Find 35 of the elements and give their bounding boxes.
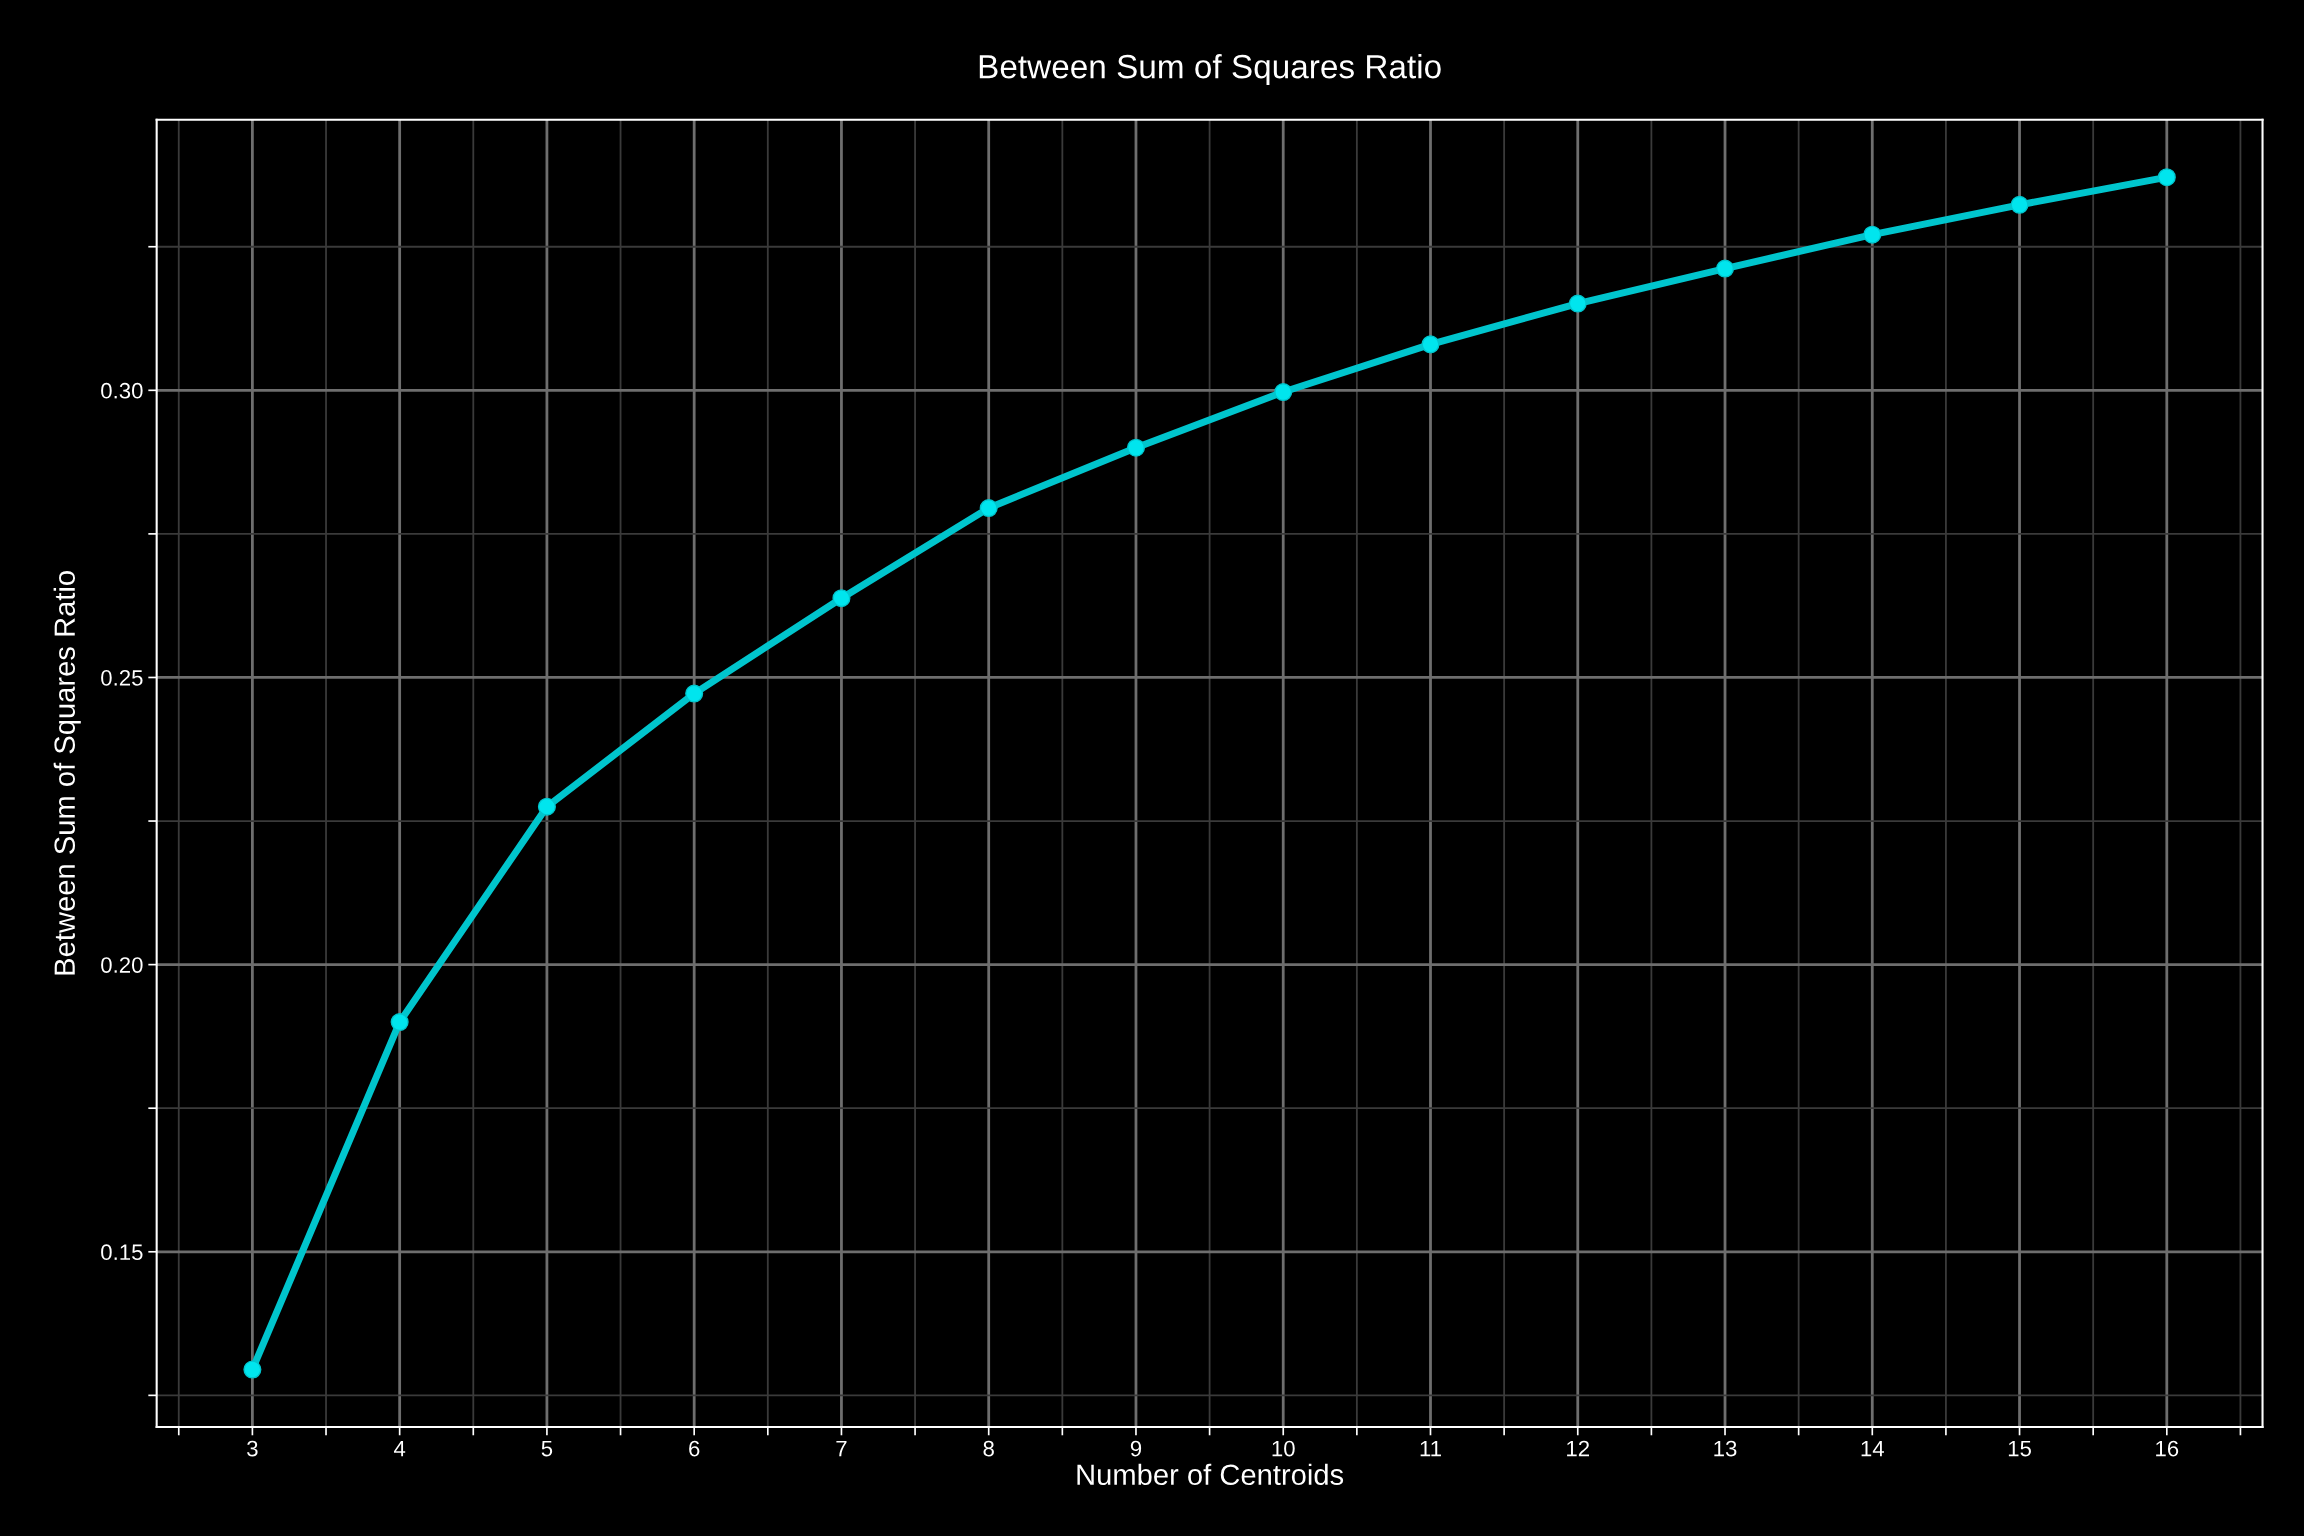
point (1421, 335, 1440, 354)
x-tick-label: 3 (247, 1440, 258, 1457)
x-tick-label: 15 (2008, 1440, 2031, 1457)
x-tick-label: 9 (1130, 1440, 1142, 1457)
point (390, 1013, 409, 1032)
x-tick-label: 8 (983, 1440, 994, 1457)
point (1568, 294, 1587, 313)
y-tick-label: 0.30 (101, 382, 143, 399)
point (832, 589, 851, 608)
point (537, 797, 556, 816)
y-axis-title: Between Sum of Squares Ratio (53, 571, 81, 975)
x-tick-label: 5 (541, 1440, 553, 1457)
point (243, 1360, 262, 1379)
point (1126, 438, 1145, 457)
point (1863, 225, 1882, 244)
point (685, 684, 704, 703)
x-tick-label: 4 (393, 1440, 406, 1457)
x-tick-label: 12 (1567, 1440, 1589, 1457)
x-tick-label: 13 (1714, 1440, 1737, 1457)
x-tick-label: 14 (1861, 1440, 1884, 1457)
point (979, 499, 998, 518)
x-tick-label: 16 (2156, 1440, 2179, 1457)
point (1715, 259, 1735, 278)
x-tick-label: 6 (689, 1440, 700, 1457)
y-tick-label: 0.25 (101, 670, 143, 686)
x-tick-label: 11 (1420, 1440, 1441, 1457)
x-tick-label: 7 (836, 1440, 847, 1457)
y-tick-label: 0.20 (101, 957, 143, 973)
x-axis-title: Number of Centroids (1077, 1463, 1344, 1486)
point (2157, 168, 2176, 187)
point (1274, 383, 1293, 402)
y-tick-label: 0.15 (101, 1244, 143, 1261)
chart-title: Between Sum of Squares Ratio (979, 53, 1441, 86)
point (2010, 195, 2029, 214)
x-tick-label: 10 (1272, 1440, 1295, 1457)
